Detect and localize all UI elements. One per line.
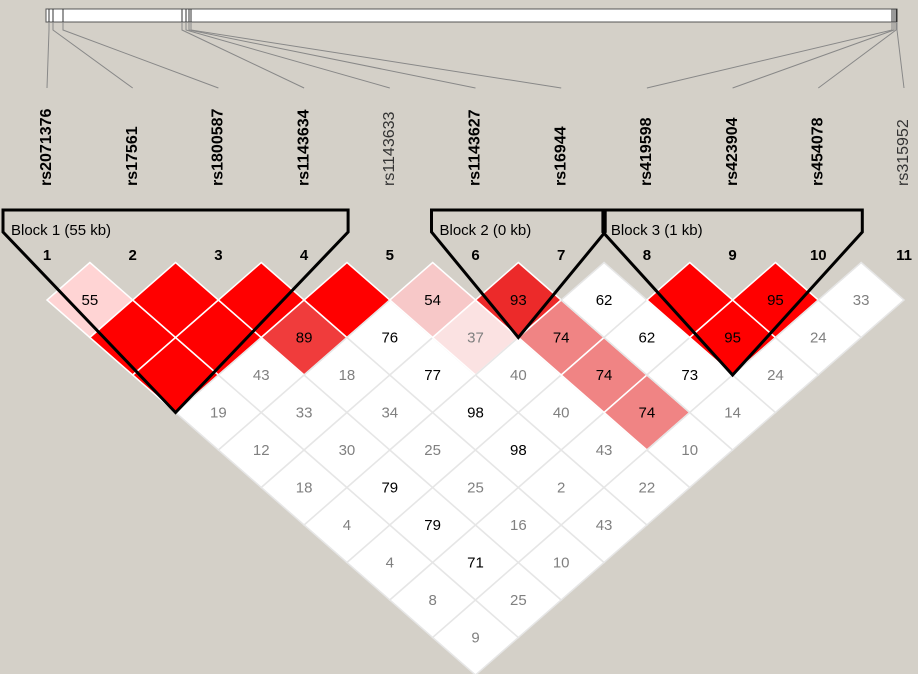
marker-number: 3: [214, 247, 222, 264]
ld-value: 95: [724, 329, 741, 346]
ld-value: 76: [381, 329, 398, 346]
ld-value: 33: [296, 404, 313, 421]
marker-number: 2: [129, 247, 137, 264]
ld-value: 25: [424, 442, 441, 459]
snp-label: rs17561: [124, 126, 141, 186]
ld-value: 54: [424, 292, 441, 309]
ld-value: 34: [381, 404, 398, 421]
snp-label: rs1143633: [381, 111, 398, 186]
ld-value: 4: [343, 517, 351, 534]
snp-label: rs2071376: [38, 108, 55, 186]
ld-value: 74: [596, 367, 613, 384]
ld-value: 25: [467, 479, 484, 496]
block-label: Block 2 (0 kb): [440, 222, 532, 239]
connector-line: [52, 22, 133, 89]
ld-value: 10: [681, 442, 698, 459]
connector-line: [190, 22, 562, 89]
snp-label: rs315952: [895, 119, 912, 186]
marker-number: 10: [810, 247, 827, 264]
ld-value: 98: [510, 442, 527, 459]
ld-value: 12: [253, 442, 270, 459]
block-outline: [601, 208, 864, 378]
ld-value: 73: [681, 367, 698, 384]
ld-value: 98: [467, 404, 484, 421]
ld-value: 62: [639, 329, 656, 346]
ld-value: 2: [557, 479, 565, 496]
marker-number: 9: [728, 247, 736, 264]
connector-line: [181, 22, 305, 89]
ld-value: 40: [510, 367, 527, 384]
ld-value: 74: [639, 404, 656, 421]
snp-label: rs1143627: [467, 109, 484, 186]
connector-line: [896, 22, 905, 89]
connector-line: [46, 22, 50, 89]
marker-number: 4: [300, 247, 309, 264]
ld-value: 22: [639, 479, 656, 496]
ld-value: 25: [510, 592, 527, 609]
chromosome-bar: [45, 8, 898, 23]
marker-number: 1: [43, 247, 51, 264]
connector-line: [62, 22, 219, 89]
block-label: Block 3 (1 kb): [611, 222, 703, 239]
marker-number: 11: [896, 247, 912, 264]
ld-value: 89: [296, 329, 313, 346]
ld-value: 40: [553, 404, 570, 421]
connector-line: [185, 22, 390, 89]
marker-number: 8: [643, 247, 651, 264]
ld-cell: [817, 261, 906, 339]
ld-value: 43: [596, 442, 613, 459]
ld-value: 43: [253, 367, 270, 384]
snp-label: rs16944: [552, 126, 569, 186]
connector-line: [818, 22, 897, 89]
connector-line: [646, 22, 893, 89]
ld-value: 55: [82, 292, 99, 309]
ld-value: 24: [767, 367, 784, 384]
marker-number: 6: [471, 247, 479, 264]
connector-line: [732, 22, 895, 89]
snp-label: rs1800587: [210, 108, 227, 186]
ld-value: 37: [467, 329, 484, 346]
marker-number: 5: [386, 247, 394, 264]
ld-value: 4: [386, 554, 394, 571]
ld-value: 9: [471, 629, 479, 646]
ld-value: 62: [596, 292, 613, 309]
ld-value: 18: [339, 367, 356, 384]
ld-value: 24: [810, 329, 827, 346]
ld-value: 77: [424, 367, 441, 384]
ld-value: 74: [553, 329, 570, 346]
block-outline: [430, 208, 607, 340]
ld-value: 43: [596, 517, 613, 534]
block-outline: [1, 208, 350, 415]
marker-number: 7: [557, 247, 565, 264]
ld-value: 10: [553, 554, 570, 571]
ld-value: 30: [339, 442, 356, 459]
ld-value: 8: [428, 592, 436, 609]
ld-value: 33: [853, 292, 870, 309]
block-label: Block 1 (55 kb): [11, 222, 111, 239]
ld-value: 18: [296, 479, 313, 496]
snp-label: rs419598: [638, 117, 655, 186]
snp-label: rs1143634: [295, 109, 312, 186]
snp-label: rs454078: [810, 117, 827, 186]
connector-line: [188, 22, 476, 89]
ld-value: 14: [724, 404, 741, 421]
ld-value: 71: [467, 554, 484, 571]
ld-value: 79: [424, 517, 441, 534]
ld-value: 79: [381, 479, 398, 496]
ld-value: 93: [510, 292, 527, 309]
ld-value: 16: [510, 517, 527, 534]
snp-label: rs423904: [724, 117, 741, 186]
ld-value: 95: [767, 292, 784, 309]
ld-value: 19: [210, 404, 227, 421]
